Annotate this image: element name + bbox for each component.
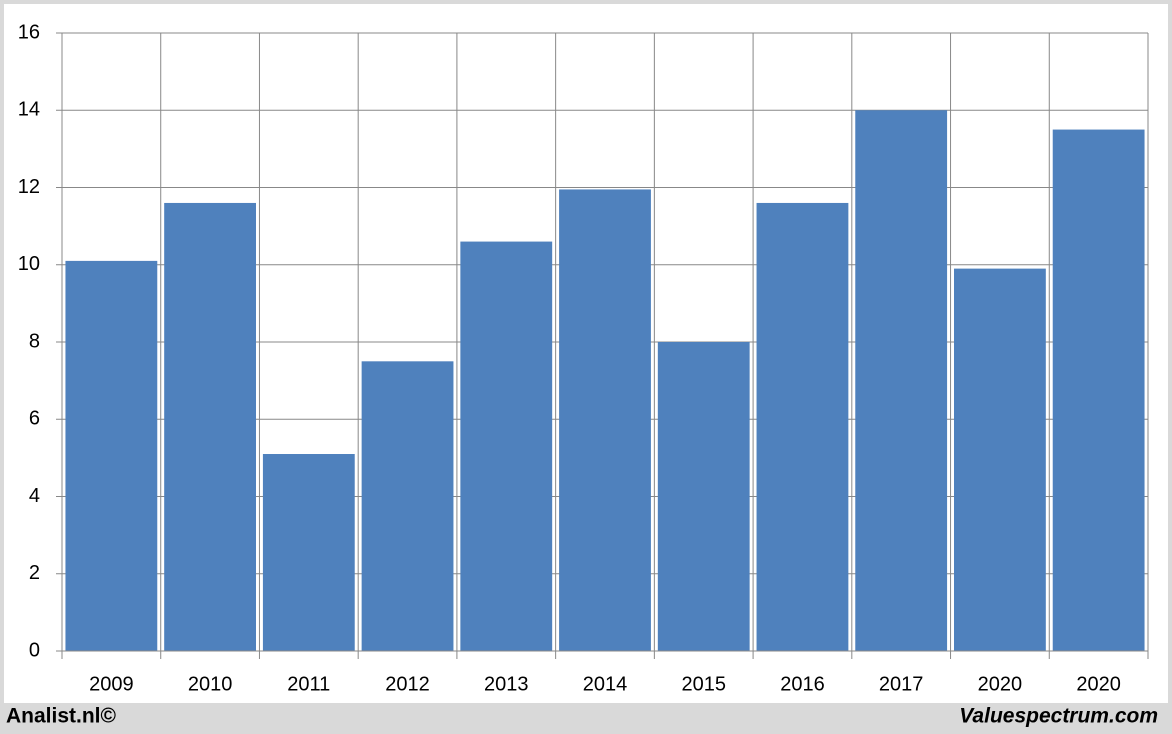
bar (361, 361, 454, 651)
bar (460, 241, 553, 651)
y-tick-label: 2 (29, 562, 40, 584)
bar (756, 202, 849, 651)
bar (1052, 129, 1145, 651)
bar (954, 268, 1046, 651)
y-tick-label: 16 (18, 21, 40, 43)
x-tick-label: 2009 (89, 673, 134, 695)
y-tick-label: 8 (29, 330, 40, 352)
bar (559, 189, 651, 651)
footer-left: Analist.nl© (6, 705, 117, 728)
y-tick-label: 0 (29, 639, 40, 661)
x-tick-label: 2014 (583, 673, 628, 695)
y-tick-label: 14 (18, 99, 40, 121)
bar (262, 454, 355, 651)
y-tick-label: 6 (29, 408, 40, 430)
bar (657, 342, 750, 651)
bar (65, 260, 158, 651)
bar (855, 110, 948, 651)
footer-right: Valuespectrum.com (959, 705, 1158, 728)
y-tick-label: 4 (29, 485, 40, 507)
y-tick-label: 12 (18, 176, 40, 198)
y-tick-label: 10 (18, 253, 40, 275)
x-tick-label: 2010 (188, 673, 233, 695)
x-tick-label: 2017 (879, 673, 924, 695)
x-tick-label: 2012 (385, 673, 430, 695)
bar (164, 202, 256, 651)
x-tick-label: 2020 (1076, 673, 1121, 695)
x-tick-label: 2020 (978, 673, 1023, 695)
x-tick-label: 2016 (780, 673, 825, 695)
x-tick-label: 2013 (484, 673, 529, 695)
x-tick-label: 2015 (681, 673, 726, 695)
x-tick-label: 2011 (287, 673, 330, 695)
